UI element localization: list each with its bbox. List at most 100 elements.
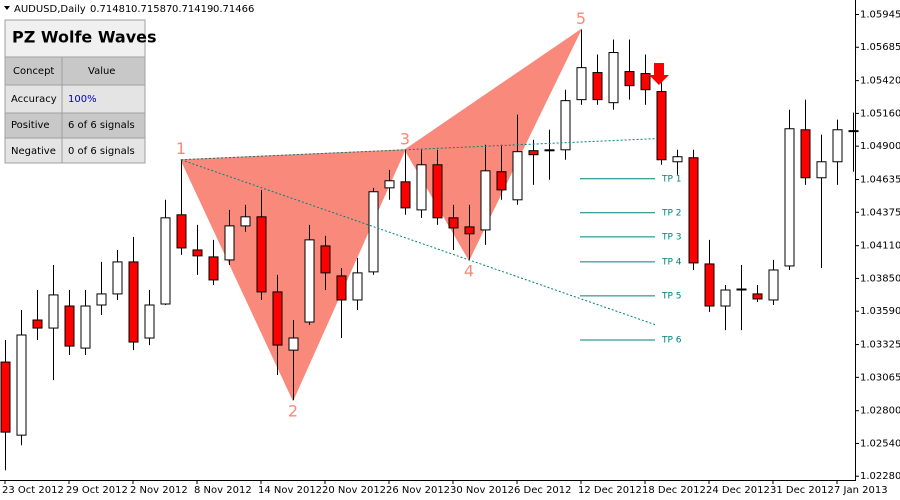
cell [4, 84, 63, 114]
x-tick-label: 26 Nov 2012 [386, 485, 450, 496]
wave-label: 1 [176, 139, 186, 158]
candle-body [720, 289, 731, 307]
candle-body [240, 216, 251, 227]
y-tick-label: 1.04635 [860, 175, 900, 186]
row-value: 100% [68, 94, 97, 105]
candle-body [784, 128, 795, 267]
row-value: 6 of 6 signals [68, 120, 135, 131]
candle-body [400, 181, 411, 209]
y-tick-label: 1.03065 [860, 372, 900, 383]
tp-label: TP 6 [661, 336, 682, 346]
candle-body [640, 73, 651, 91]
candle-body [368, 191, 379, 273]
row-label: Accuracy [11, 94, 57, 105]
candle-body [144, 304, 155, 339]
x-tick-label: 6 Dec 2012 [514, 485, 572, 496]
y-tick-label: 1.05160 [860, 108, 900, 119]
cell [4, 137, 63, 164]
y-tick-label: 1.05420 [860, 76, 900, 87]
x-tick-label: 8 Nov 2012 [194, 485, 252, 496]
candle-body [480, 170, 491, 231]
y-tick-label: 1.02800 [860, 406, 900, 417]
x-tick-label: 20 Nov 2012 [322, 485, 386, 496]
column-header: Concept [13, 66, 54, 77]
candle-body [384, 180, 395, 189]
y-tick-label: 1.05685 [860, 42, 900, 53]
cell [4, 112, 63, 139]
candle-body [464, 226, 475, 235]
x-tick-label: 2 Nov 2012 [130, 485, 188, 496]
header-high: 0.71587 [131, 4, 172, 15]
candle-body [288, 337, 299, 351]
candle-body [128, 261, 139, 343]
candle-body [832, 129, 843, 163]
candle-body [160, 217, 171, 305]
x-tick-label: 12 Dec 2012 [578, 485, 642, 496]
tp-label: TP 5 [661, 291, 682, 301]
y-tick-label: 1.02280 [860, 471, 900, 482]
x-tick-label: 29 Oct 2012 [66, 485, 128, 496]
tp-label: TP 2 [661, 208, 682, 218]
x-tick-label: 18 Dec 2012 [642, 485, 706, 496]
candle-body [272, 291, 283, 346]
candle-body [736, 288, 747, 291]
header-marker [4, 6, 10, 10]
candle-layer [0, 29, 859, 471]
y-tick-label: 1.03850 [860, 273, 900, 284]
candle-body [608, 52, 619, 104]
row-label: Negative [11, 146, 56, 157]
candle-body [256, 216, 267, 293]
sell-arrow [649, 63, 669, 85]
candle-body [800, 129, 811, 179]
info-panel: PZ Wolfe Waves Concept Value Accuracy 10… [4, 19, 157, 164]
column-header: Value [88, 66, 115, 77]
candle-body [32, 319, 43, 329]
candle-body [512, 151, 523, 201]
x-tick-label: 24 Dec 2012 [706, 485, 770, 496]
header-open: 0.71481 [90, 4, 131, 15]
y-tick-label: 1.05945 [860, 9, 900, 20]
candle-body [0, 361, 11, 433]
row-value: 0 of 6 signals [68, 146, 135, 157]
candle-body [544, 149, 555, 152]
candle-body [624, 71, 635, 87]
candle-body [576, 67, 587, 101]
x-tick-label: 30 Nov 2012 [450, 485, 514, 496]
candle-body [352, 272, 363, 301]
x-tick-label: 14 Nov 2012 [258, 485, 322, 496]
candle-body [224, 225, 235, 261]
candle-body [688, 157, 699, 264]
wave-label: 3 [400, 129, 410, 148]
cell [61, 112, 146, 139]
x-tick-label: 7 Jan 2013 [834, 485, 888, 496]
wave-label: 4 [464, 261, 474, 280]
x-tick-label: 31 Dec 2012 [770, 485, 834, 496]
candle-body [448, 217, 459, 229]
y-tick-label: 1.02540 [860, 438, 900, 449]
tp-label: TP 3 [661, 232, 682, 242]
candle-body [496, 171, 507, 191]
candle-body [336, 275, 347, 301]
candle-body [416, 164, 427, 211]
y-tick-label: 1.04110 [860, 241, 900, 252]
candle-body [96, 293, 107, 306]
cell [61, 137, 146, 164]
candle-body [560, 100, 571, 151]
candle-body [816, 161, 827, 179]
panel-title: PZ Wolfe Waves [12, 28, 157, 47]
y-tick-label: 1.03590 [860, 306, 900, 317]
cell [61, 56, 146, 86]
candle-body [848, 130, 859, 133]
header-close: 0.71466 [213, 4, 254, 15]
candle-body [768, 269, 779, 301]
candle-body [112, 261, 123, 295]
candle-body [176, 214, 187, 249]
candle-body [672, 156, 683, 163]
y-tick-label: 1.04900 [860, 141, 900, 152]
candle-body [80, 305, 91, 349]
wave-label: 5 [576, 9, 586, 28]
candle-body [656, 91, 667, 161]
candle-body [64, 305, 75, 347]
